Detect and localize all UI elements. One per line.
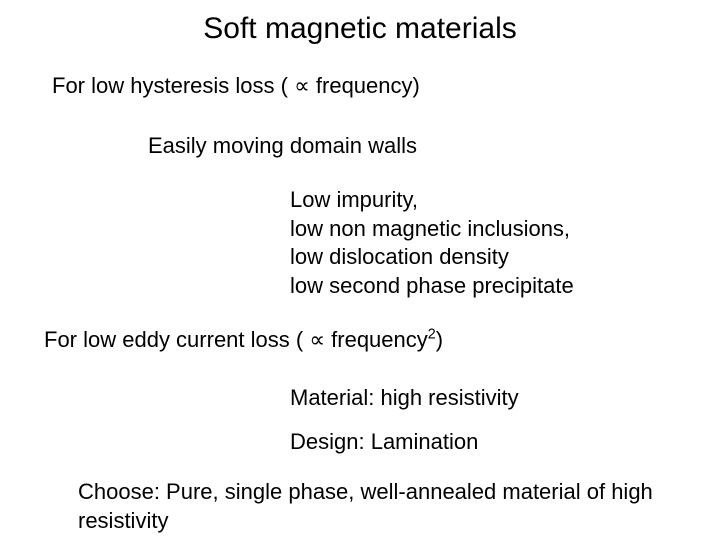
slide: Soft magnetic materials For low hysteres… [0, 0, 720, 540]
eddy-text-c: ) [436, 327, 443, 352]
design-line: Design: Lamination [290, 428, 478, 457]
domain-walls-line: Easily moving domain walls [148, 132, 417, 161]
slide-title: Soft magnetic materials [0, 12, 720, 46]
choose-line: Choose: Pure, single phase, well-anneale… [78, 478, 668, 535]
proportional-symbol: ∝ [294, 73, 310, 98]
hysteresis-text-b: frequency) [310, 73, 420, 98]
hysteresis-line: For low hysteresis loss ( ∝ frequency) [52, 72, 420, 101]
eddy-superscript: 2 [428, 327, 436, 343]
eddy-current-line: For low eddy current loss ( ∝ frequency2… [44, 326, 443, 355]
eddy-text-b: frequency [325, 327, 428, 352]
material-line: Material: high resistivity [290, 384, 519, 413]
req-line-1: Low impurity, [290, 186, 574, 215]
req-line-2: low non magnetic inclusions, [290, 215, 574, 244]
eddy-text-a: For low eddy current loss ( [44, 327, 309, 352]
requirements-block: Low impurity, low non magnetic inclusion… [290, 186, 574, 300]
req-line-3: low dislocation density [290, 243, 574, 272]
proportional-symbol-2: ∝ [309, 327, 325, 352]
req-line-4: low second phase precipitate [290, 272, 574, 301]
hysteresis-text-a: For low hysteresis loss ( [52, 73, 294, 98]
